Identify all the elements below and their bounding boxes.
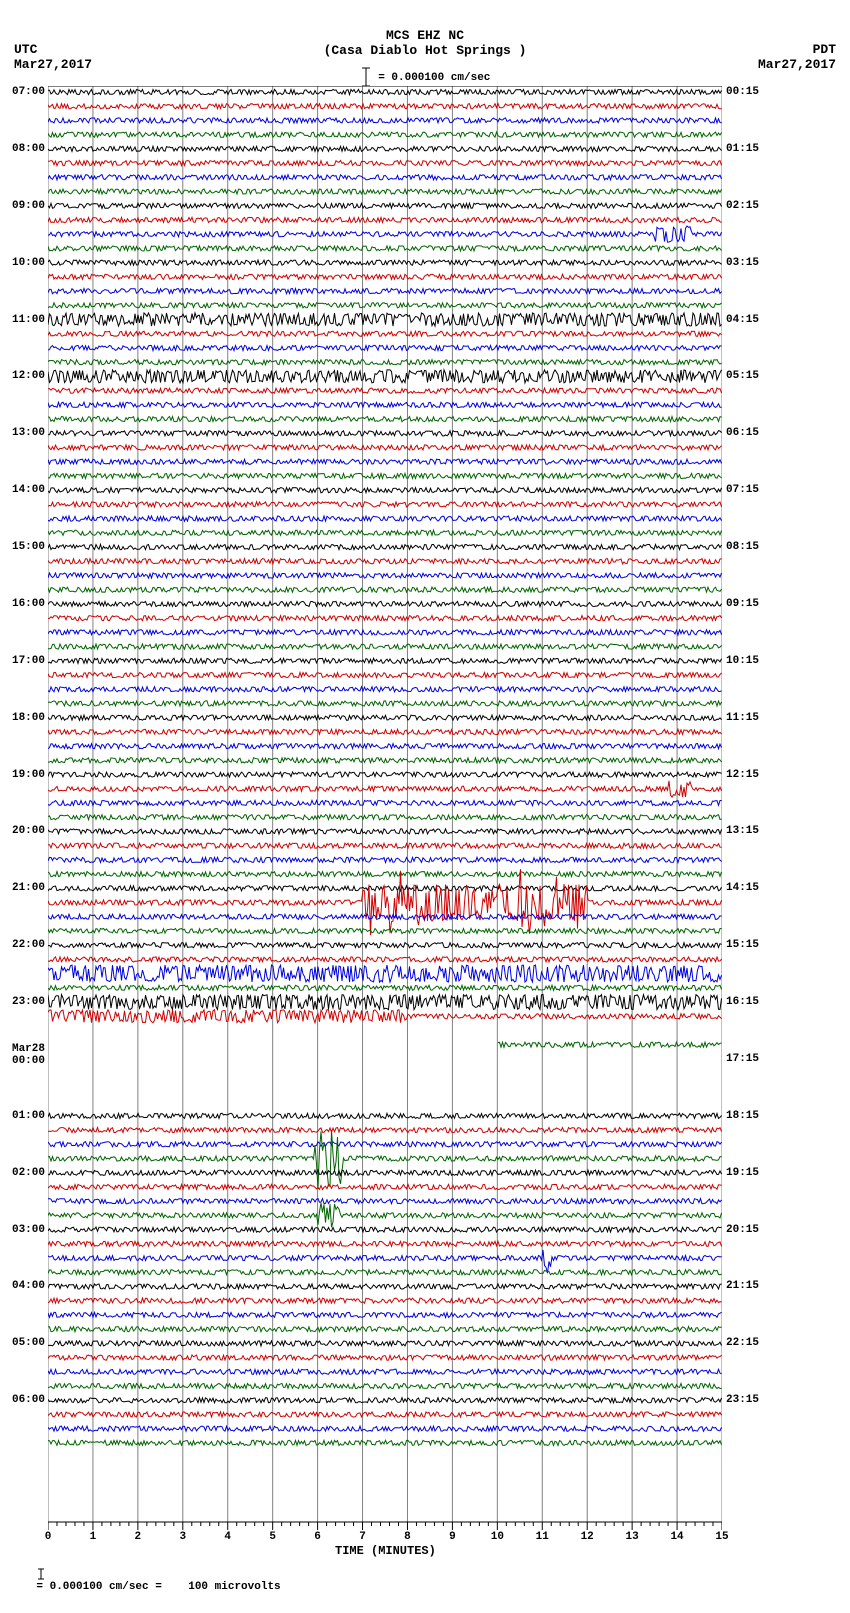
- x-tick-label: 6: [314, 1531, 321, 1543]
- local-time-label: 03:15: [726, 257, 759, 269]
- local-time-label: 13:15: [726, 825, 759, 837]
- utc-time-label: 02:00: [12, 1167, 45, 1179]
- scale-indicator: = 0.000100 cm/sec: [0, 66, 850, 88]
- utc-time-label: Mar2800:00: [12, 1043, 45, 1067]
- utc-time-label: 15:00: [12, 541, 45, 553]
- utc-time-label: 20:00: [12, 825, 45, 837]
- utc-time-label: 22:00: [12, 939, 45, 951]
- utc-time-label: 13:00: [12, 427, 45, 439]
- utc-time-label: 07:00: [12, 86, 45, 98]
- scale-text: = 0.000100 cm/sec: [378, 72, 490, 84]
- x-tick-label: 11: [536, 1531, 549, 1543]
- local-time-label: 12:15: [726, 769, 759, 781]
- local-time-label: 02:15: [726, 200, 759, 212]
- x-tick-label: 2: [135, 1531, 142, 1543]
- utc-time-label: 06:00: [12, 1394, 45, 1406]
- local-time-label: 22:15: [726, 1337, 759, 1349]
- local-time-label: 04:15: [726, 314, 759, 326]
- utc-time-label: 19:00: [12, 769, 45, 781]
- local-time-label: 08:15: [726, 541, 759, 553]
- helicorder-plot: [48, 86, 722, 1544]
- utc-time-label: 23:00: [12, 996, 45, 1008]
- utc-label: UTC: [14, 42, 92, 57]
- x-tick-label: 13: [626, 1531, 639, 1543]
- footer-scale: = 0.000100 cm/sec = 100 microvolts: [10, 1555, 281, 1605]
- utc-time-label: 08:00: [12, 143, 45, 155]
- x-tick-label: 9: [449, 1531, 456, 1543]
- x-tick-label: 15: [715, 1531, 728, 1543]
- local-time-label: 16:15: [726, 996, 759, 1008]
- station-code: MCS EHZ NC: [0, 28, 850, 43]
- x-tick-label: 4: [224, 1531, 231, 1543]
- local-time-label: 18:15: [726, 1110, 759, 1122]
- utc-time-label: 11:00: [12, 314, 45, 326]
- utc-time-label: 05:00: [12, 1337, 45, 1349]
- scale-bar-icon: [360, 66, 372, 88]
- x-tick-label: 0: [45, 1531, 52, 1543]
- local-time-label: 15:15: [726, 939, 759, 951]
- local-time-label: 23:15: [726, 1394, 759, 1406]
- utc-time-label: 21:00: [12, 882, 45, 894]
- utc-time-label: 18:00: [12, 712, 45, 724]
- local-time-label: 05:15: [726, 370, 759, 382]
- local-time-label: 00:15: [726, 86, 759, 98]
- local-time-label: 09:15: [726, 598, 759, 610]
- utc-time-label: 16:00: [12, 598, 45, 610]
- utc-time-label: 12:00: [12, 370, 45, 382]
- local-time-label: 17:15: [726, 1053, 759, 1065]
- x-tick-label: 7: [359, 1531, 366, 1543]
- local-time-label: 19:15: [726, 1167, 759, 1179]
- local-time-label: 06:15: [726, 427, 759, 439]
- seismogram-container: MCS EHZ NC (Casa Diablo Hot Springs ) UT…: [0, 0, 850, 1613]
- footer-scale-bar-icon: [36, 1567, 50, 1581]
- utc-time-label: 10:00: [12, 257, 45, 269]
- x-tick-label: 3: [179, 1531, 186, 1543]
- local-time-label: 01:15: [726, 143, 759, 155]
- utc-time-label: 03:00: [12, 1224, 45, 1236]
- x-tick-label: 1: [90, 1531, 97, 1543]
- utc-time-label: 04:00: [12, 1280, 45, 1292]
- local-time-label: 07:15: [726, 484, 759, 496]
- title-block: MCS EHZ NC (Casa Diablo Hot Springs ): [0, 28, 850, 58]
- x-axis-label: TIME (MINUTES): [335, 1544, 436, 1558]
- local-time-label: 10:15: [726, 655, 759, 667]
- utc-time-label: 09:00: [12, 200, 45, 212]
- x-tick-label: 12: [581, 1531, 594, 1543]
- utc-time-label: 17:00: [12, 655, 45, 667]
- station-name: (Casa Diablo Hot Springs ): [0, 43, 850, 58]
- x-tick-label: 14: [670, 1531, 683, 1543]
- local-time-label: 20:15: [726, 1224, 759, 1236]
- utc-time-label: 01:00: [12, 1110, 45, 1122]
- local-time-label: 11:15: [726, 712, 759, 724]
- footer-text: = 0.000100 cm/sec = 100 microvolts: [36, 1581, 280, 1593]
- local-time-label: 14:15: [726, 882, 759, 894]
- x-tick-label: 10: [491, 1531, 504, 1543]
- x-tick-label: 5: [269, 1531, 276, 1543]
- local-time-label: 21:15: [726, 1280, 759, 1292]
- pdt-label: PDT: [758, 42, 836, 57]
- utc-time-label: 14:00: [12, 484, 45, 496]
- x-tick-label: 8: [404, 1531, 411, 1543]
